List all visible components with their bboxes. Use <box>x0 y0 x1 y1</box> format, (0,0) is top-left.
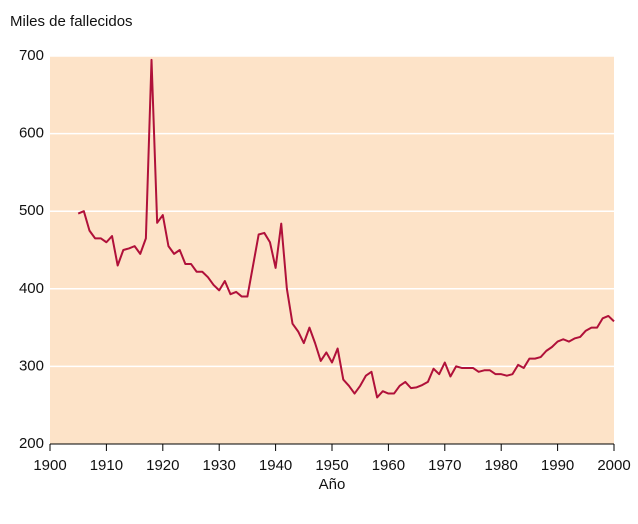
x-axis-label: Año <box>319 476 346 493</box>
y-tick-label: 600 <box>19 125 44 142</box>
data-line <box>77 58 615 399</box>
x-tick-label: 2000 <box>597 457 630 474</box>
x-tick-label: 1980 <box>485 457 518 474</box>
y-tick-label: 300 <box>19 357 44 374</box>
y-tick-label: 500 <box>19 202 44 219</box>
y-tick-label: 400 <box>19 280 44 297</box>
x-tick-label: 1920 <box>146 457 179 474</box>
y-tick-label: 700 <box>19 47 44 64</box>
x-tick-label: 1960 <box>372 457 405 474</box>
x-tick-label: 1930 <box>203 457 236 474</box>
plot-area <box>50 56 614 444</box>
x-tick-label: 1940 <box>259 457 292 474</box>
x-tick-label: 1910 <box>90 457 123 474</box>
y-tick-label: 200 <box>19 435 44 452</box>
x-tick-label: 1900 <box>33 457 66 474</box>
y-axis-label: Miles de fallecidos <box>10 13 133 30</box>
x-tick-label: 1950 <box>315 457 348 474</box>
x-tick-label: 1970 <box>428 457 461 474</box>
x-tick-label: 1990 <box>541 457 574 474</box>
